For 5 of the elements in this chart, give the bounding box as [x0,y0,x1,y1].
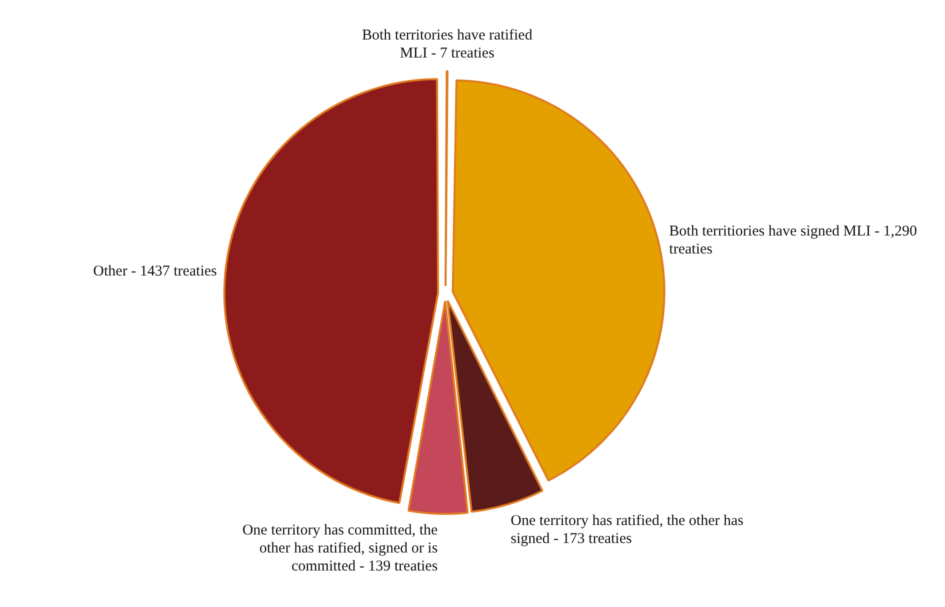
slice-label: One territory has ratified, the other has signed - 173 treaties [510,513,744,547]
slice-label: One territory has committed, the other has ratified, signed or is committed - 139 treaties [242,522,438,574]
slice-label: Both territiories have signed MLI - 1,290 treaties [669,224,918,258]
slice-label: Other - 1437 treaties [93,264,218,280]
slice-label: Both territories have ratified MLI - 7 treaties [362,27,533,62]
